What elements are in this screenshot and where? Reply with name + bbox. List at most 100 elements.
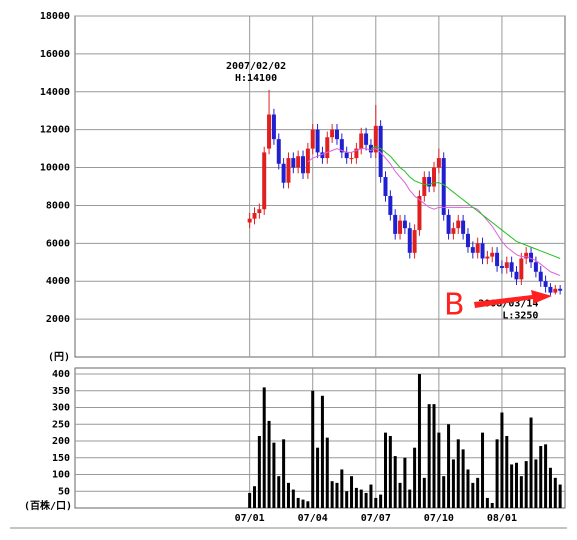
volume-bar [524, 461, 528, 508]
volume-bar [262, 387, 266, 508]
candle-body [417, 195, 422, 231]
candle-body [252, 213, 257, 219]
volume-bar [510, 464, 514, 508]
x-tick-label: 07/10 [424, 513, 454, 524]
volume-bar [432, 404, 436, 508]
volume-panel [74, 367, 566, 509]
volume-bar [282, 439, 286, 508]
y2-tick-label: 50 [58, 486, 70, 497]
arrow [474, 290, 552, 308]
volume-bar [553, 477, 557, 508]
candle-body [519, 258, 524, 280]
y-tick-label: 4000 [46, 276, 70, 287]
volume-bar [286, 482, 290, 508]
volume-bar [471, 482, 475, 508]
volume-bar [447, 424, 451, 508]
moving-average [370, 146, 561, 259]
candle-body [315, 129, 320, 153]
marker-letter: B [444, 288, 465, 323]
volume-bar [272, 442, 276, 508]
candle-body [349, 158, 354, 160]
volume-bar [335, 482, 339, 508]
volume-bar [500, 412, 504, 508]
candle-body [451, 228, 456, 234]
y2-tick-label: 100 [52, 470, 70, 481]
volume-bar [393, 456, 397, 508]
volume-unit: (百株/口) [24, 499, 72, 512]
y2-tick-label: 400 [52, 369, 70, 380]
candle-body [262, 152, 267, 210]
volume-bar [529, 417, 533, 508]
y-tick-label: 12000 [40, 125, 70, 136]
x-tick-label: 08/01 [487, 513, 517, 524]
candle-body [538, 271, 543, 282]
x-tick-label: 07/01 [235, 513, 265, 524]
volume-bar [345, 491, 349, 508]
candle-body [383, 177, 388, 196]
candle-body [354, 148, 359, 159]
y2-tick-label: 200 [52, 436, 70, 447]
candle-body [422, 177, 427, 196]
candle-body [543, 281, 548, 287]
volume-bar [422, 477, 426, 508]
volume-bar [548, 467, 552, 508]
volume-bar [340, 469, 344, 508]
candle-body [359, 133, 364, 149]
candle-body [504, 262, 509, 268]
y-tick-label: 18000 [40, 11, 70, 22]
candle-body [296, 156, 301, 168]
candle-body [548, 286, 553, 293]
candle-body [398, 220, 403, 234]
candle-body [432, 167, 437, 187]
volume-bar [359, 489, 363, 508]
candle-body [388, 195, 393, 215]
y-tick-label: 2000 [46, 314, 70, 325]
candle-body [495, 252, 500, 267]
x-tick-label: 07/04 [298, 513, 328, 524]
candle-body [378, 125, 383, 178]
annotation: 2007/02/02 [226, 61, 286, 72]
candle-body [334, 129, 339, 140]
volume-bar [534, 459, 538, 508]
candle-body [514, 271, 519, 280]
volume-bar [417, 374, 421, 508]
y-tick-label: 8000 [46, 200, 70, 211]
candle-body [529, 252, 534, 263]
candle-body [281, 163, 286, 183]
y-tick-label: 14000 [40, 87, 70, 98]
volume-bar [519, 476, 523, 508]
y-tick-label: 10000 [40, 163, 70, 174]
volume-bar [320, 395, 324, 508]
candle-body [465, 233, 470, 248]
volume-bar [253, 486, 257, 508]
candle-body [407, 228, 412, 253]
volume-bar [490, 502, 494, 508]
candle-body [305, 148, 310, 174]
volume-bar [369, 484, 373, 508]
volume-bar [374, 497, 378, 508]
candle-body [344, 152, 349, 159]
volume-bar [544, 444, 548, 508]
volume-bar [291, 489, 295, 508]
volume-bar [495, 439, 499, 508]
volume-bar [505, 435, 509, 508]
candle-body [441, 158, 446, 215]
candle-body [499, 266, 504, 268]
candle-body [436, 158, 441, 168]
x-tick-label: 07/07 [361, 513, 391, 524]
candle-body [393, 214, 398, 234]
volume-bar [481, 432, 485, 508]
volume-bar [403, 457, 407, 508]
candle-body [553, 288, 558, 293]
volume-bar [301, 499, 305, 508]
volume-bar [461, 449, 465, 508]
candle-body [456, 220, 461, 229]
candle-body [310, 129, 315, 149]
price-unit: (円) [48, 351, 70, 363]
volume-bar [379, 494, 383, 508]
candle-body [364, 133, 369, 145]
candle-body [427, 177, 432, 187]
candle-body [276, 139, 281, 164]
candle-body [446, 214, 451, 234]
